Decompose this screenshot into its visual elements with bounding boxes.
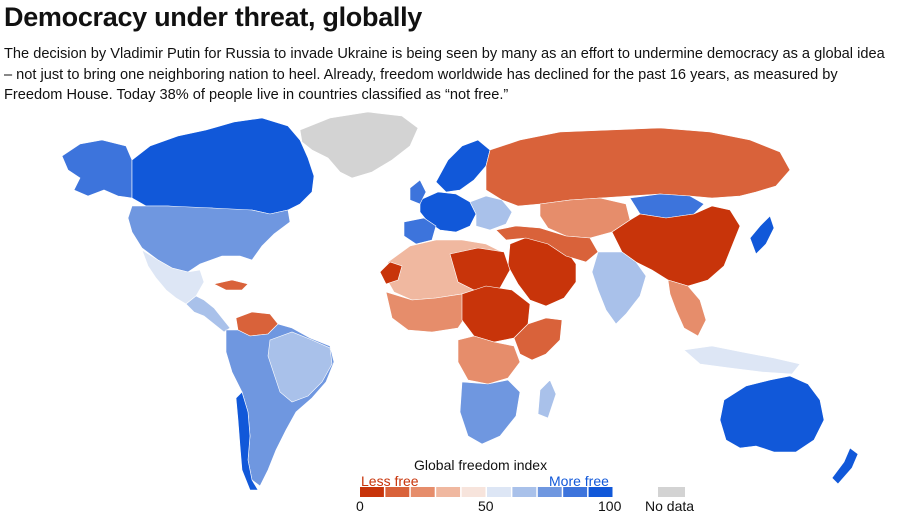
region-central-america (185, 295, 231, 333)
legend-swatch-1 (385, 487, 410, 497)
region-alaska (61, 139, 133, 199)
region-australia (719, 375, 825, 453)
region-eastern-europe (469, 195, 513, 231)
intro-paragraph: The decision by Vladimir Putin for Russi… (4, 46, 885, 103)
legend-swatch-8 (563, 487, 588, 497)
region-turkey-iran (495, 225, 599, 263)
page-title: Democracy under threat, globally (4, 2, 423, 32)
region-scandinavia (435, 139, 491, 193)
legend-color-scale (360, 487, 613, 497)
region-chile (235, 391, 259, 491)
region-russia (485, 127, 791, 207)
region-new-zealand (831, 447, 859, 485)
region-india (591, 251, 647, 325)
region-china (611, 205, 741, 287)
region-japan (749, 215, 775, 255)
legend-swatch-4 (461, 487, 486, 497)
region-southeast-asia (667, 279, 707, 337)
region-brazil (267, 331, 333, 403)
region-usa (127, 205, 291, 273)
legend-swatch-2 (410, 487, 435, 497)
region-iberia (403, 217, 437, 245)
region-indonesia (683, 345, 801, 375)
legend-swatch-0 (360, 487, 384, 497)
legend-title: Global freedom index (414, 457, 548, 473)
region-southern-africa-upper (457, 335, 521, 385)
region-morocco (379, 261, 403, 285)
region-uk (409, 179, 427, 205)
region-southern-africa-lower (459, 379, 521, 445)
legend-swatch-9 (588, 487, 613, 497)
legend-less-free-label: Less free (361, 473, 419, 489)
legend-swatch-3 (436, 487, 461, 497)
legend-more-free-label: More free (549, 473, 609, 489)
legend-tick-mid: 50 (478, 498, 494, 514)
region-east-africa (513, 317, 563, 361)
legend-swatch-6 (512, 487, 537, 497)
legend-swatch-5 (487, 487, 511, 497)
legend-tick-min: 0 (356, 498, 364, 514)
region-egypt-libya (449, 247, 511, 293)
region-madagascar (537, 379, 557, 419)
nodata-swatch (658, 487, 685, 497)
legend-nodata-label: No data (645, 498, 695, 514)
region-canada (131, 117, 315, 215)
region-greenland (299, 111, 419, 179)
legend-swatch-7 (537, 487, 562, 497)
region-cuba (213, 279, 249, 291)
legend-tick-max: 100 (598, 498, 622, 514)
